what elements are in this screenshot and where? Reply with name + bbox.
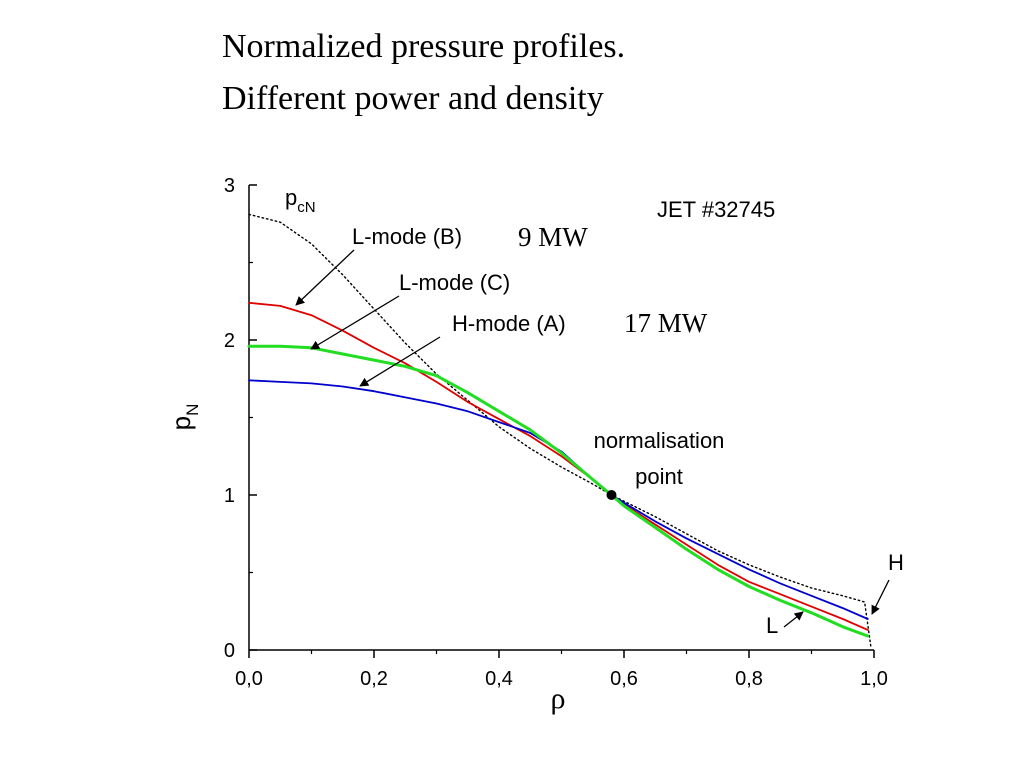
power-high-label: 17 MW bbox=[624, 308, 708, 338]
edge-l-arrow bbox=[783, 611, 804, 628]
edge-l-label: L bbox=[766, 613, 778, 638]
series-line-l-mode-c bbox=[248, 379, 869, 620]
chart-title-line-1: Normalized pressure profiles. bbox=[222, 28, 626, 65]
series-layer bbox=[247, 213, 872, 648]
series-line-pcn bbox=[248, 213, 872, 648]
x-tick-label: 1,0 bbox=[860, 668, 888, 690]
y-tick-label: 1 bbox=[224, 485, 235, 507]
edge-h-label: H bbox=[888, 550, 904, 575]
y-axis-label-group: pN bbox=[166, 404, 202, 431]
normalisation-label-line-2: point bbox=[635, 464, 683, 489]
y-axis-label-sub: N bbox=[183, 404, 202, 416]
chart-title-line-2: Different power and density bbox=[222, 80, 604, 117]
x-ticks: 0,0 0,2 0,4 0,6 0,8 1,0 bbox=[235, 650, 888, 690]
series-line-h-mode-a bbox=[247, 344, 870, 638]
y-tick-label: 0 bbox=[224, 640, 235, 662]
x-axis-label: ρ bbox=[551, 682, 566, 715]
y-tick-label: 2 bbox=[224, 330, 235, 352]
y-ticks: 0 1 2 3 bbox=[224, 175, 257, 662]
normalisation-label-line-1: normalisation bbox=[594, 428, 725, 453]
x-tick-label: 0,0 bbox=[235, 668, 263, 690]
lmode-b-arrow bbox=[295, 249, 355, 306]
x-tick-label: 0,6 bbox=[610, 668, 638, 690]
x-tick-label: 0,8 bbox=[735, 668, 763, 690]
hmode-a-label: H-mode (A) bbox=[452, 311, 566, 336]
lmode-c-label: L-mode (C) bbox=[399, 270, 510, 295]
lmode-c-arrow bbox=[310, 295, 400, 350]
edge-h-arrow bbox=[871, 579, 890, 615]
y-axis-label: pN bbox=[166, 404, 202, 431]
x-tick-label: 0,4 bbox=[485, 668, 513, 690]
power-low-label: 9 MW bbox=[518, 222, 588, 252]
y-tick-label: 3 bbox=[224, 175, 235, 197]
lmode-b-label: L-mode (B) bbox=[352, 224, 462, 249]
x-tick-label: 0,2 bbox=[360, 668, 388, 690]
shot-label: JET #32745 bbox=[657, 197, 775, 222]
pcn-label: pcN bbox=[285, 185, 316, 216]
normalisation-point-marker bbox=[606, 490, 617, 500]
hmode-a-arrow bbox=[359, 336, 441, 387]
